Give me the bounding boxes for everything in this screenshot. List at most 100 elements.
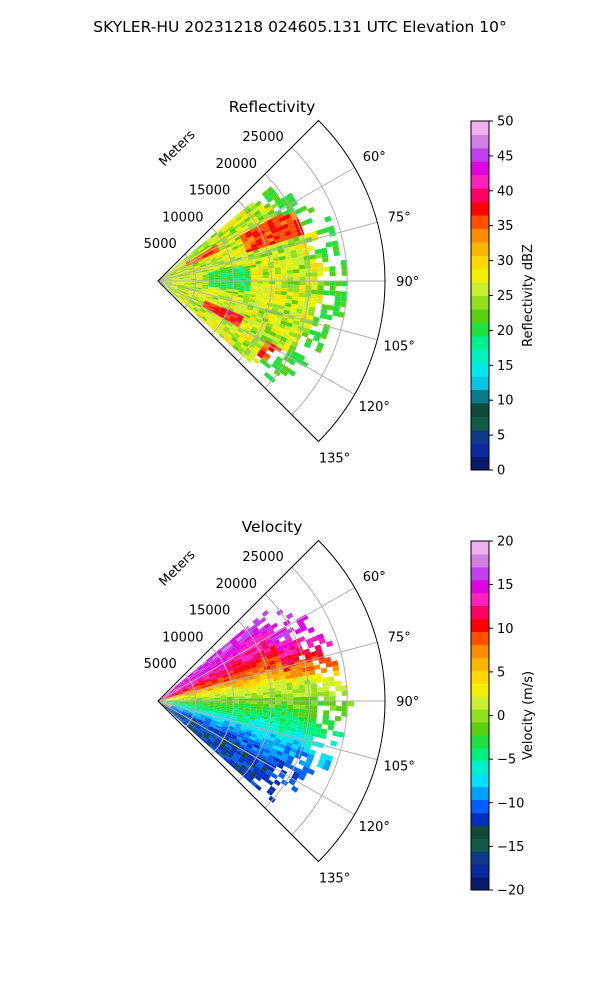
radar-cell (254, 655, 261, 661)
radar-cell (247, 655, 255, 661)
radar-cell (210, 242, 217, 248)
radar-cell (205, 311, 212, 316)
radar-cell (203, 675, 210, 680)
radar-cell (189, 692, 196, 695)
radar-cell (232, 709, 239, 713)
radar-cell (224, 641, 231, 647)
radar-cell (223, 721, 230, 726)
radar-cell (258, 650, 266, 656)
radar-cell (217, 678, 224, 682)
radar-cell (302, 765, 310, 773)
radar-cell (211, 260, 218, 264)
radar-cell (323, 686, 330, 692)
radar-cell (298, 260, 305, 266)
radar-cell (232, 707, 239, 710)
radar-cell (259, 358, 267, 366)
radar-cell (200, 317, 207, 323)
radar-cell (211, 680, 218, 684)
radar-cell (208, 277, 215, 280)
radar-cell (257, 312, 264, 318)
radar-cell (295, 732, 302, 738)
radar-cell (311, 692, 318, 697)
radar-cell (237, 663, 244, 668)
sector-frame (157, 539, 386, 863)
radar-cell (241, 238, 249, 244)
radar-cell (298, 296, 305, 302)
radar-cell (258, 247, 265, 252)
radar-cell (254, 674, 261, 679)
radar-cell (202, 704, 209, 707)
sector-frame (157, 119, 386, 443)
radar-cell (178, 696, 185, 699)
radar-cell (172, 282, 179, 284)
radar-cell (213, 236, 220, 242)
radar-cell (275, 274, 282, 278)
radar-cell (169, 267, 174, 273)
radar-cell (213, 292, 220, 295)
radar-cell (266, 302, 273, 307)
radar-cell (256, 315, 263, 321)
radar-cell (202, 724, 209, 729)
radar-cell (285, 258, 293, 263)
radar-cell (285, 192, 294, 200)
radar-cell (226, 234, 234, 240)
radar-cell (196, 698, 203, 700)
radar-cell (238, 688, 245, 692)
radar-cell (199, 716, 206, 721)
radar-cell (276, 225, 284, 232)
radar-cell (335, 706, 342, 712)
radar-cell (203, 676, 210, 681)
radar-cell (209, 315, 216, 321)
radar-cell (292, 236, 300, 242)
radar-cell (238, 693, 245, 697)
radar-cell (164, 706, 169, 711)
radar-cell (324, 656, 332, 663)
radar-cell (289, 665, 296, 671)
radar-cell (251, 281, 258, 284)
radar-cell (236, 240, 243, 246)
radar-cell (236, 660, 243, 666)
radar-cell (327, 304, 335, 311)
radar-cell (228, 738, 236, 743)
radar-cell (329, 705, 336, 711)
radar-cell (208, 694, 215, 697)
radar-cell (206, 667, 213, 673)
radar-cell (175, 686, 181, 691)
radar-cell (239, 220, 246, 227)
radar-cell (321, 252, 329, 258)
radar-cell (279, 255, 286, 261)
radar-cell (232, 692, 239, 695)
radar-cell (222, 747, 230, 754)
radar-cell (238, 665, 245, 671)
radar-cell (256, 203, 264, 210)
radar-cell (320, 247, 328, 254)
radar-cell (182, 269, 189, 273)
radar-cell (178, 703, 185, 705)
radar-cell (257, 760, 265, 767)
radar-cell (214, 274, 221, 277)
radar-cell (199, 668, 206, 673)
radar-cell (306, 661, 314, 667)
radar-cell (257, 698, 264, 701)
radar-cell (171, 273, 178, 276)
radar-cell (244, 283, 251, 287)
radar-cell (208, 252, 215, 257)
radar-cell (216, 723, 223, 728)
radar-cell (293, 281, 300, 285)
radar-cell (286, 682, 293, 687)
angle-tick-label: 120° (359, 400, 390, 415)
radar-cell (206, 683, 213, 687)
radar-cell (265, 626, 273, 633)
radar-cell (195, 708, 202, 711)
radar-cell (232, 278, 239, 281)
radar-cell (307, 206, 315, 214)
radar-cell (165, 703, 172, 707)
radar-cell (224, 262, 231, 266)
radar-cell (210, 721, 217, 725)
radar-cell (254, 235, 261, 241)
radar-cell (226, 708, 233, 712)
radar-cell (247, 741, 255, 747)
radar-cell (267, 237, 275, 243)
radar-cell (165, 275, 172, 279)
radar-cell (232, 703, 239, 706)
